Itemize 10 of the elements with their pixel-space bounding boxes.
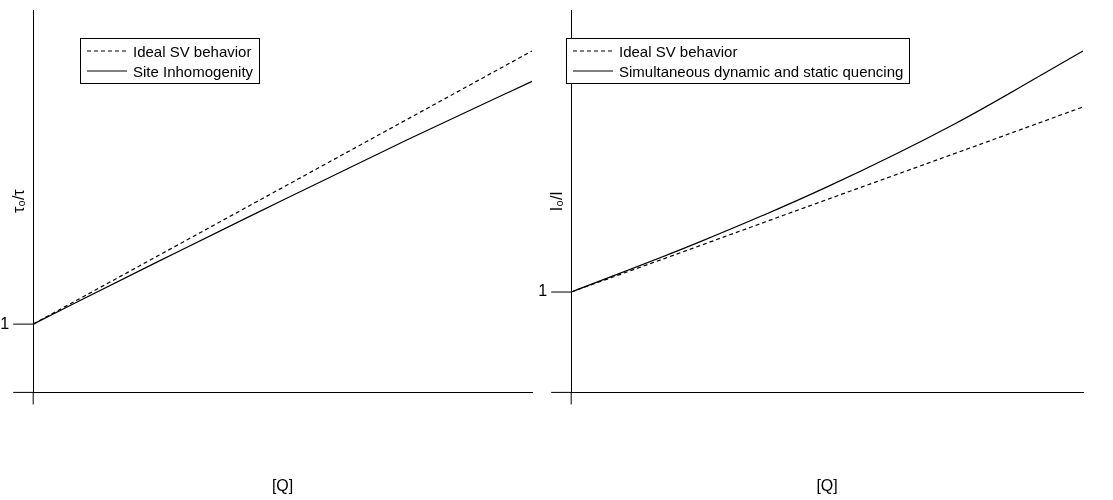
legend-label: Ideal SV behavior [133,42,252,60]
x-axis-title: [Q] [816,476,838,494]
legend-label: Site Inhomogenity [133,62,254,80]
y-axis-title: I₀/I [548,191,566,212]
x-axis-title: [Q] [271,476,294,494]
text: 1 [538,282,548,300]
legend-label: Simultaneous dynamic and static quencing [619,62,904,80]
y-axis-title: τ₀/τ [10,188,28,214]
legend-label: Ideal SV behavior [619,42,738,60]
text: 1 [0,314,10,332]
